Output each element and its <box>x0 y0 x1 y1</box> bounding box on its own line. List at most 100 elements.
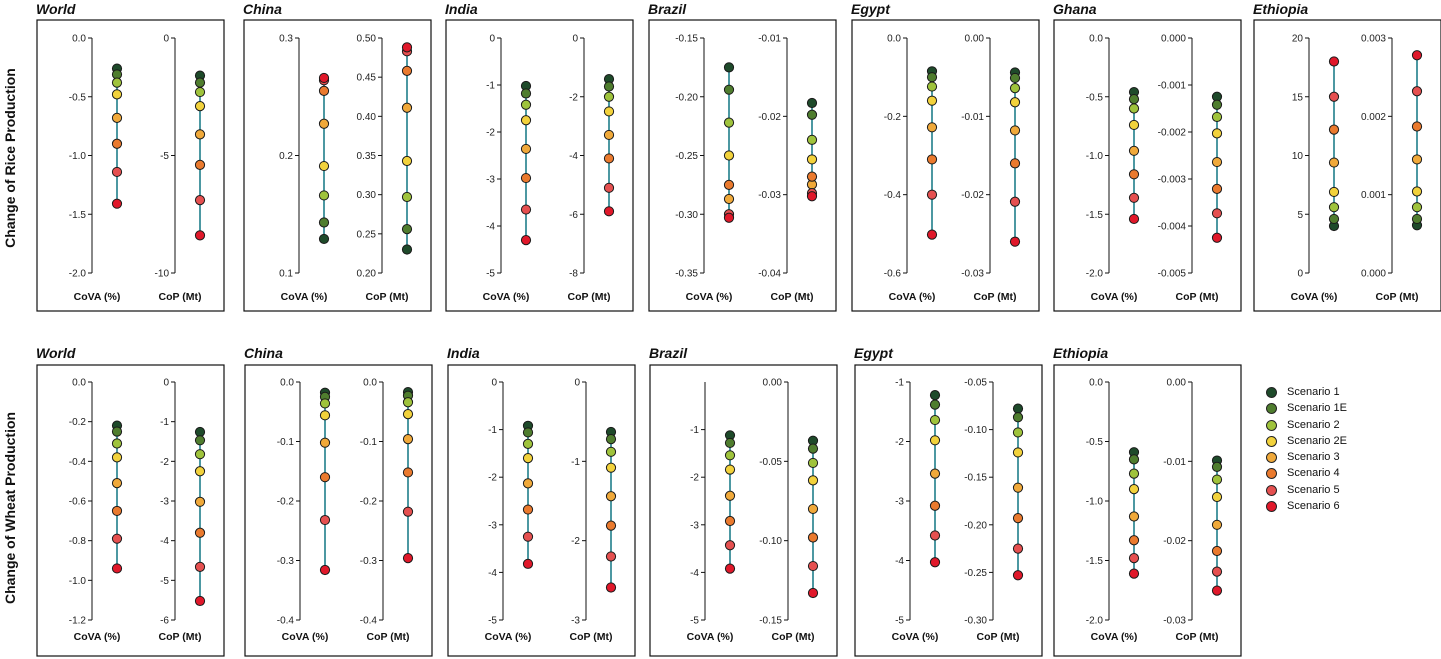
chart-frame <box>1253 19 1441 312</box>
data-point <box>605 551 617 562</box>
y-tick-label: 0 <box>489 34 495 45</box>
y-tick-label: -0.25 <box>675 151 698 162</box>
chart-title: World <box>36 1 76 17</box>
y-tick-label: -1.0 <box>69 151 87 162</box>
y-tick-label: -3 <box>488 520 497 531</box>
data-point <box>319 564 331 576</box>
data-point <box>194 101 206 112</box>
y-tick-label: -0.10 <box>759 536 782 547</box>
y-tick-label: -0.01 <box>1163 457 1186 468</box>
y-tick-label: -4 <box>486 222 495 233</box>
y-tick-label: 0 <box>163 34 169 45</box>
y-tick-label: -0.30 <box>675 210 698 221</box>
y-tick-label: -2 <box>160 457 169 468</box>
data-point <box>111 533 123 544</box>
chart-title: China <box>243 1 282 17</box>
chart-title: India <box>445 1 478 17</box>
legend-label: Scenario 5 <box>1287 483 1340 496</box>
data-point <box>929 389 941 401</box>
data-point <box>1009 125 1021 136</box>
data-point <box>724 490 736 501</box>
data-point <box>929 414 941 426</box>
x-category-label: CoVA (%) <box>1091 631 1138 643</box>
data-point <box>926 81 938 92</box>
legend-item: Scenario 2 <box>1266 417 1436 433</box>
legend-item: Scenario 5 <box>1266 482 1436 498</box>
y-tick-label: 0.0 <box>72 34 86 45</box>
y-tick-label: -3 <box>160 497 169 508</box>
y-tick-label: -0.4 <box>884 190 902 201</box>
y-tick-label: -0.02 <box>961 190 984 201</box>
y-tick-label: 0 <box>491 378 497 389</box>
data-point <box>111 77 123 88</box>
data-point <box>1128 568 1140 579</box>
data-point <box>194 195 206 206</box>
chart-title: Brazil <box>648 1 687 17</box>
data-point <box>1328 56 1340 67</box>
chart-world: World -2.0 -1.5 -1.0 -0.5 0.0 CoVA (%) -10 -5 0 Co… <box>36 1 225 312</box>
data-point <box>522 504 534 515</box>
y-tick-label: 0.0 <box>280 378 294 389</box>
data-point <box>926 72 938 83</box>
data-point <box>194 230 206 241</box>
x-category-label: CoP (Mt) <box>570 631 613 643</box>
data-point <box>401 65 413 77</box>
data-point <box>605 462 617 473</box>
data-point <box>926 122 938 133</box>
y-tick-label: 0.50 <box>357 34 377 45</box>
data-point <box>194 435 206 446</box>
y-tick-label: -0.01 <box>758 34 781 45</box>
y-tick-label: -1.5 <box>1086 556 1104 567</box>
data-point <box>724 464 736 475</box>
y-tick-label: 0.0 <box>363 378 377 389</box>
x-category-label: CoVA (%) <box>281 291 328 303</box>
data-point <box>603 91 615 102</box>
data-point <box>603 182 615 193</box>
data-point <box>806 171 818 182</box>
chart-title: Ethiopia <box>1053 345 1108 361</box>
y-tick-label: -0.3 <box>360 556 378 567</box>
y-tick-label: -0.4 <box>360 616 378 627</box>
legend-swatch-icon <box>1266 452 1277 464</box>
chart-frame <box>447 364 636 657</box>
data-point <box>402 553 414 564</box>
chart-title: India <box>447 345 480 361</box>
legend-swatch-icon <box>1266 419 1277 431</box>
data-point <box>1211 99 1223 110</box>
y-tick-label: -0.1 <box>360 437 378 448</box>
y-tick-label: -5 <box>160 576 169 587</box>
data-point <box>194 77 206 88</box>
x-category-label: CoP (Mt) <box>159 291 202 303</box>
y-tick-label: -2 <box>690 473 699 484</box>
y-tick-label: -0.03 <box>1163 616 1186 627</box>
data-point <box>1009 97 1021 108</box>
chart-frame <box>1053 19 1242 312</box>
data-point <box>603 206 615 217</box>
data-point <box>807 560 819 572</box>
data-point <box>926 154 938 165</box>
data-point <box>1211 474 1223 485</box>
y-tick-label: -4 <box>690 568 699 579</box>
legend-item: Scenario 1 <box>1266 384 1436 400</box>
legend: Scenario 1 Scenario 1E Scenario 2 Scenar… <box>1266 384 1436 514</box>
data-point <box>806 134 818 145</box>
data-point <box>1328 202 1340 213</box>
chart-title: World <box>36 345 76 361</box>
y-tick-label: -2 <box>571 536 580 547</box>
y-tick-label: -0.05 <box>964 378 987 389</box>
y-tick-label: 20 <box>1292 34 1304 45</box>
data-point <box>1211 491 1223 503</box>
data-point <box>194 527 206 538</box>
data-point <box>520 88 532 99</box>
data-point <box>1128 169 1140 180</box>
data-point <box>807 443 819 454</box>
legend-label: Scenario 2 <box>1287 418 1340 431</box>
y-tick-label: -3 <box>571 616 580 627</box>
x-category-label: CoP (Mt) <box>159 631 202 643</box>
chart-title: Egypt <box>854 345 894 361</box>
y-tick-label: -0.005 <box>1158 269 1187 280</box>
data-point <box>111 478 123 489</box>
data-point <box>929 399 941 410</box>
data-point <box>724 437 736 449</box>
x-category-label: CoVA (%) <box>483 291 530 303</box>
